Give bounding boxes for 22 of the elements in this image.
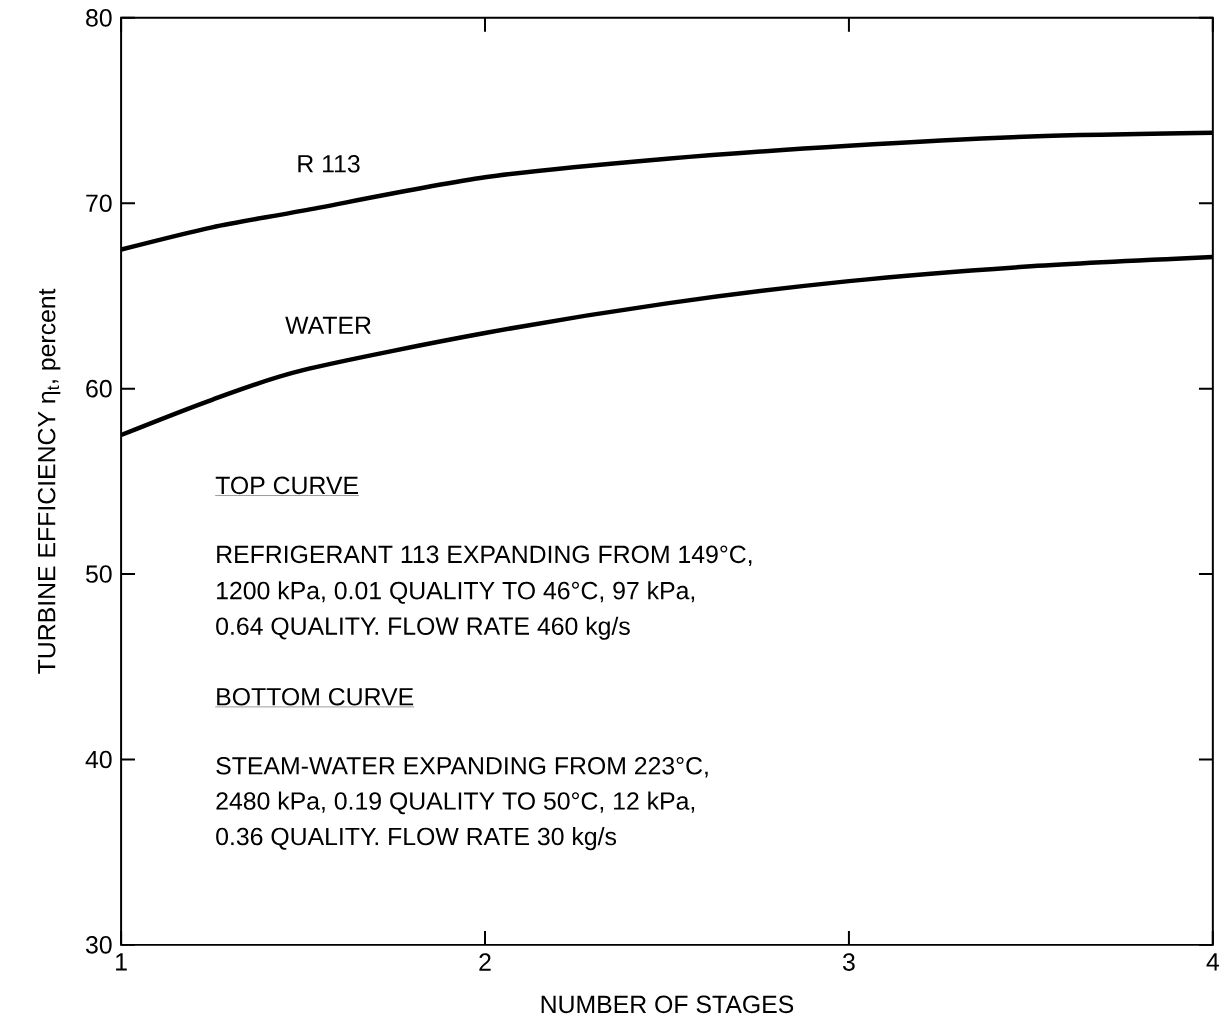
y-tick-label: 30 bbox=[85, 935, 112, 954]
series-label: R 113 bbox=[298, 154, 360, 173]
annotation: BOTTOM CURVE bbox=[217, 687, 414, 706]
annotation: 2480 kPa, 0.19 QUALITY TO 50°C, 12 kPa, bbox=[216, 791, 695, 815]
x-tick-label: 4 bbox=[1206, 953, 1220, 971]
y-axis-title: TURBINE EFFICIENCY η$_{t}$, percent bbox=[37, 288, 61, 674]
annotation: TOP CURVE bbox=[215, 476, 358, 495]
y-tick-label: 60 bbox=[86, 379, 112, 398]
x-tick-label: 2 bbox=[479, 953, 491, 971]
x-axis-title: NUMBER OF STAGES bbox=[541, 995, 794, 1014]
annotation: 0.36 QUALITY. FLOW RATE 30 kg/s bbox=[216, 826, 617, 851]
annotation: 1200 kPa, 0.01 QUALITY TO 46°C, 97 kPa, bbox=[217, 581, 695, 604]
series-label: WATER bbox=[285, 316, 371, 334]
y-tick-label: 50 bbox=[86, 565, 112, 583]
y-tick-label: 80 bbox=[86, 8, 112, 27]
x-tick-label: 3 bbox=[842, 953, 855, 971]
annotation: 0.64 QUALITY. FLOW RATE 460 kg/s bbox=[216, 616, 630, 640]
y-tick-label: 70 bbox=[86, 194, 112, 212]
annotation: REFRIGERANT 113 EXPANDING FROM 149°C, bbox=[217, 545, 752, 566]
x-tick-label: 1 bbox=[116, 953, 127, 971]
y-tick-label: 40 bbox=[85, 750, 112, 769]
annotation: STEAM-WATER EXPANDING FROM 223°C, bbox=[216, 756, 708, 778]
